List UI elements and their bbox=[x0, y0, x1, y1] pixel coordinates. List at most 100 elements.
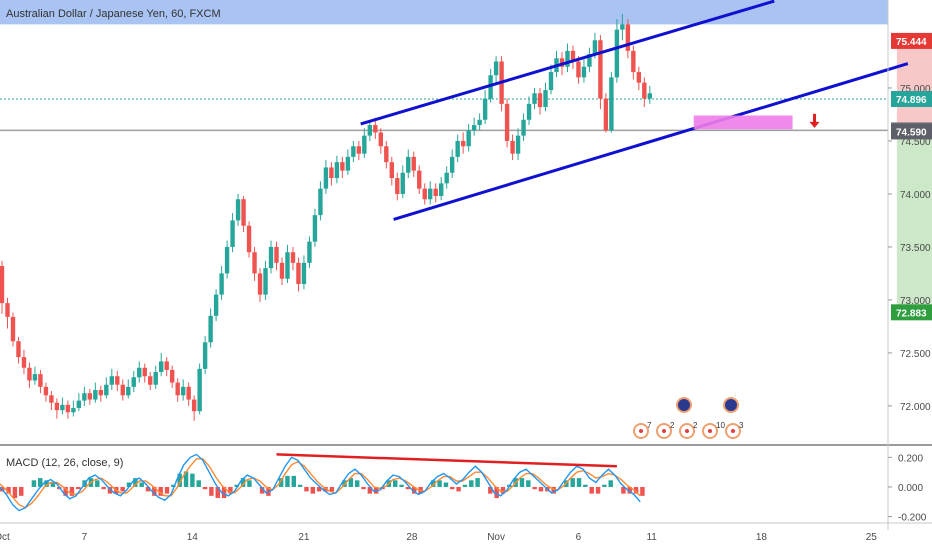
macd-histogram-bar bbox=[329, 486, 335, 492]
candle-body bbox=[455, 140, 460, 157]
candle-body bbox=[400, 172, 405, 194]
macd-histogram-bar bbox=[304, 486, 309, 492]
candle-body bbox=[197, 368, 202, 412]
price-tag-box bbox=[891, 123, 932, 140]
candle-body bbox=[21, 357, 27, 368]
macd-histogram-bar bbox=[405, 486, 411, 490]
macd-tick-label: -0.200 bbox=[898, 513, 927, 524]
macd-line[interactable] bbox=[0, 453, 641, 512]
candle-body bbox=[460, 140, 466, 147]
price-tag-label: 74.590 bbox=[896, 127, 927, 138]
macd-histogram-bar bbox=[202, 486, 208, 490]
candle-body bbox=[373, 125, 378, 133]
candle-body bbox=[71, 408, 76, 413]
candle-body bbox=[268, 246, 274, 269]
price-tick-label: 73.500 bbox=[900, 243, 931, 254]
flag-australia-icon[interactable] bbox=[723, 397, 739, 413]
macd-histogram-bar bbox=[278, 478, 284, 487]
channel-upper-line[interactable] bbox=[360, 0, 775, 126]
macd-histogram-bar bbox=[570, 478, 575, 487]
macd-histogram-bar bbox=[196, 480, 201, 487]
candle-body bbox=[279, 262, 285, 279]
candle-body bbox=[515, 135, 521, 154]
channel-lower-line[interactable] bbox=[393, 62, 909, 221]
macd-histogram-bar bbox=[145, 486, 151, 492]
candle-body bbox=[285, 252, 290, 279]
candle-body bbox=[428, 188, 433, 200]
candle-body bbox=[169, 369, 175, 383]
candle-body bbox=[219, 273, 224, 295]
price-tick-label: 74.500 bbox=[900, 137, 931, 148]
macd-histogram-bar bbox=[437, 480, 442, 487]
macd-histogram-bar bbox=[139, 482, 144, 487]
candle-body bbox=[224, 246, 230, 274]
stop-loss-zone[interactable] bbox=[896, 36, 932, 131]
candle-body bbox=[631, 50, 636, 73]
candle-body bbox=[570, 50, 576, 62]
macd-histogram-bar bbox=[494, 486, 499, 499]
candle-body bbox=[27, 367, 32, 381]
flag-australia-icon[interactable] bbox=[676, 397, 692, 413]
candle-body bbox=[493, 61, 499, 76]
candle-body bbox=[137, 367, 142, 378]
x-axis-label: 21 bbox=[298, 532, 310, 543]
price-tick-label: 72.000 bbox=[900, 402, 931, 413]
candle-body bbox=[10, 316, 16, 342]
candle-body bbox=[543, 90, 548, 108]
event-marker-count: 2 bbox=[670, 421, 675, 430]
macd-tick-label: 0.200 bbox=[898, 453, 923, 464]
candle-body bbox=[444, 172, 449, 184]
macd-histogram-bar bbox=[361, 486, 366, 490]
candle-body bbox=[38, 374, 43, 387]
candle-body bbox=[389, 162, 394, 179]
event-marker-dot bbox=[662, 429, 666, 433]
divergence-line[interactable] bbox=[276, 453, 617, 468]
candle-body bbox=[318, 188, 323, 216]
macd-histogram-bar bbox=[177, 473, 182, 487]
macd-histogram-bar bbox=[627, 486, 632, 494]
candle-body bbox=[504, 103, 510, 141]
macd-histogram-bar bbox=[538, 486, 544, 492]
candle-body bbox=[334, 162, 340, 179]
candle-body bbox=[329, 167, 334, 179]
macd-histogram-bar bbox=[640, 486, 645, 496]
macd-signal-line[interactable] bbox=[0, 458, 641, 509]
price-tick-label: 74.000 bbox=[900, 190, 931, 201]
candle-body bbox=[49, 395, 54, 403]
x-axis-label: 25 bbox=[866, 532, 878, 543]
candle-body bbox=[263, 268, 268, 295]
macd-histogram-bar bbox=[190, 473, 195, 487]
macd-histogram-bar bbox=[583, 484, 588, 487]
candle-body bbox=[636, 72, 642, 83]
candle-body bbox=[510, 140, 515, 154]
macd-histogram-bar bbox=[354, 480, 360, 487]
macd-histogram-bar bbox=[164, 486, 170, 494]
candle-body bbox=[175, 382, 180, 396]
macd-histogram-bar bbox=[63, 486, 68, 496]
macd-histogram-bar bbox=[107, 486, 113, 494]
macd-histogram-bar bbox=[95, 480, 100, 487]
candle-body bbox=[526, 103, 532, 120]
macd-histogram-bar bbox=[234, 484, 239, 487]
macd-histogram-bar bbox=[183, 471, 189, 487]
candle-body bbox=[180, 386, 186, 396]
price-pane[interactable]: 7 2 2 10 3 bbox=[0, 0, 932, 439]
candle-body bbox=[565, 50, 570, 67]
candle-body bbox=[87, 393, 93, 400]
candle-body bbox=[439, 183, 444, 197]
candle-body bbox=[131, 377, 136, 387]
macd-histogram-bar bbox=[526, 480, 531, 487]
breakout-box[interactable] bbox=[693, 115, 793, 130]
macd-histogram-bar bbox=[133, 478, 138, 487]
candle-body bbox=[301, 262, 307, 285]
price-tag-label: 72.883 bbox=[896, 308, 927, 319]
macd-pane[interactable] bbox=[0, 453, 645, 512]
down-arrow-icon[interactable] bbox=[809, 113, 820, 128]
macd-histogram-bar bbox=[44, 480, 49, 487]
candle-body bbox=[411, 156, 416, 171]
macd-histogram-bar bbox=[469, 480, 474, 487]
take-profit-zone[interactable] bbox=[896, 130, 932, 313]
candle-body bbox=[235, 199, 241, 221]
